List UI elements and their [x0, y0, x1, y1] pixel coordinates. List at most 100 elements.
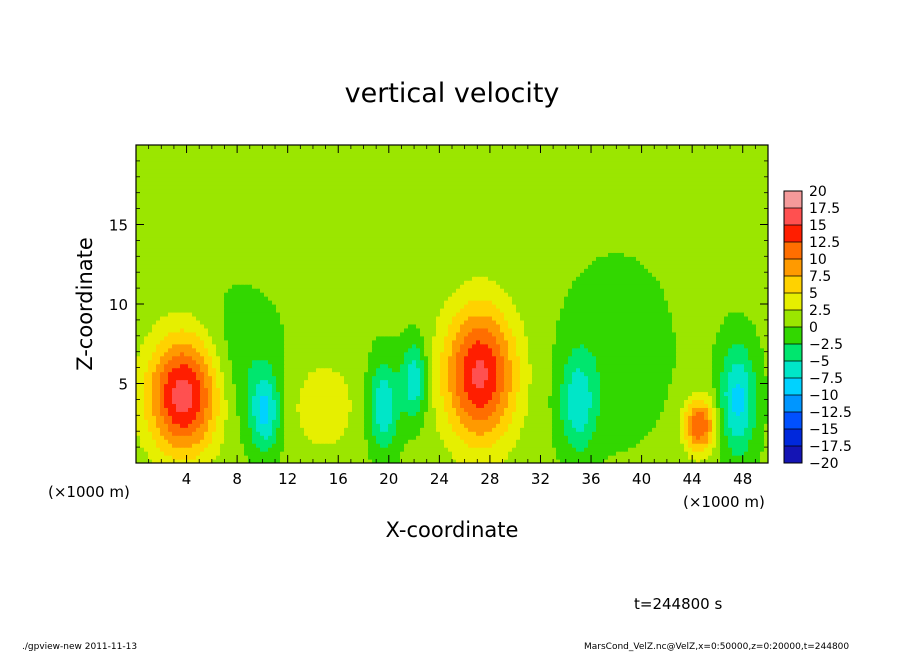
field-cell: [136, 355, 141, 361]
field-cell: [536, 411, 541, 416]
field-cell: [476, 435, 481, 440]
field-cell: [672, 339, 677, 345]
field-cell: [364, 399, 369, 404]
field-cell: [248, 439, 253, 444]
field-cell: [520, 387, 525, 393]
field-cell: [744, 423, 749, 428]
field-cell: [600, 343, 605, 349]
field-cell: [196, 447, 201, 452]
field-cell: [400, 439, 405, 444]
field-cell: [724, 351, 729, 357]
field-cell: [688, 355, 693, 361]
field-cell: [756, 443, 761, 448]
field-cell: [488, 427, 493, 432]
field-cell: [744, 435, 749, 440]
field-cell: [224, 355, 229, 361]
field-cell: [692, 455, 697, 460]
field-cell: [600, 447, 605, 452]
field-cell: [668, 407, 673, 412]
field-cell: [572, 343, 577, 349]
field-cell: [548, 451, 553, 456]
field-cell: [452, 443, 457, 448]
field-cell: [712, 395, 717, 400]
field-cell: [160, 403, 165, 408]
field-cell: [512, 371, 517, 377]
field-cell: [468, 395, 473, 400]
field-cell: [672, 387, 677, 393]
field-cell: [304, 451, 309, 456]
field-cell: [660, 391, 665, 397]
field-cell: [652, 375, 657, 381]
field-cell: [276, 367, 281, 373]
field-cell: [464, 427, 469, 432]
field-cell: [612, 367, 617, 373]
field-cell: [352, 403, 357, 408]
field-cell: [764, 347, 768, 353]
field-cell: [220, 427, 225, 432]
field-cell: [276, 423, 281, 428]
field-cell: [176, 459, 181, 463]
field-cell: [568, 455, 573, 460]
field-cell: [588, 371, 593, 377]
field-cell: [188, 391, 193, 397]
field-cell: [396, 415, 401, 420]
field-cell: [604, 435, 609, 440]
field-cell: [324, 339, 329, 345]
field-cell: [636, 359, 641, 365]
field-cell: [704, 439, 709, 444]
field-cell: [324, 455, 329, 460]
field-cell: [232, 387, 237, 393]
field-cell: [756, 411, 761, 416]
field-cell: [484, 423, 489, 428]
field-cell: [336, 423, 341, 428]
field-cell: [380, 447, 385, 452]
field-cell: [644, 399, 649, 404]
field-cell: [544, 459, 549, 463]
field-cell: [728, 403, 733, 408]
field-cell: [436, 379, 441, 385]
field-cell: [148, 375, 153, 381]
field-cell: [588, 363, 593, 369]
field-cell: [528, 443, 533, 448]
field-cell: [480, 451, 485, 456]
field-cell: [292, 443, 297, 448]
field-cell: [544, 439, 549, 444]
field-cell: [164, 399, 169, 404]
field-cell: [764, 411, 768, 416]
field-cell: [164, 431, 169, 436]
field-cell: [412, 347, 417, 353]
field-cell: [220, 395, 225, 400]
field-cell: [216, 383, 221, 389]
field-cell: [456, 395, 461, 400]
field-cell: [224, 387, 229, 393]
field-cell: [752, 339, 757, 345]
field-cell: [348, 355, 353, 361]
field-cell: [444, 447, 449, 452]
field-cell: [188, 351, 193, 357]
field-cell: [192, 407, 197, 412]
field-cell: [524, 395, 529, 400]
field-cell: [488, 391, 493, 397]
field-cell: [148, 427, 153, 432]
field-cell: [152, 367, 157, 373]
field-cell: [396, 411, 401, 416]
field-cell: [564, 419, 569, 424]
field-cell: [592, 371, 597, 377]
field-cell: [548, 435, 553, 440]
field-cell: [692, 427, 697, 432]
field-cell: [244, 387, 249, 393]
field-cell: [288, 347, 293, 353]
field-cell: [152, 427, 157, 432]
field-cell: [168, 379, 173, 385]
field-cell: [320, 403, 325, 408]
field-cell: [348, 423, 353, 428]
field-cell: [700, 439, 705, 444]
field-cell: [212, 383, 217, 389]
field-cell: [448, 415, 453, 420]
field-cell: [140, 371, 145, 377]
field-cell: [588, 347, 593, 353]
field-cell: [244, 339, 249, 345]
field-cell: [652, 391, 657, 397]
field-cell: [712, 347, 717, 353]
field-cell: [760, 439, 765, 444]
